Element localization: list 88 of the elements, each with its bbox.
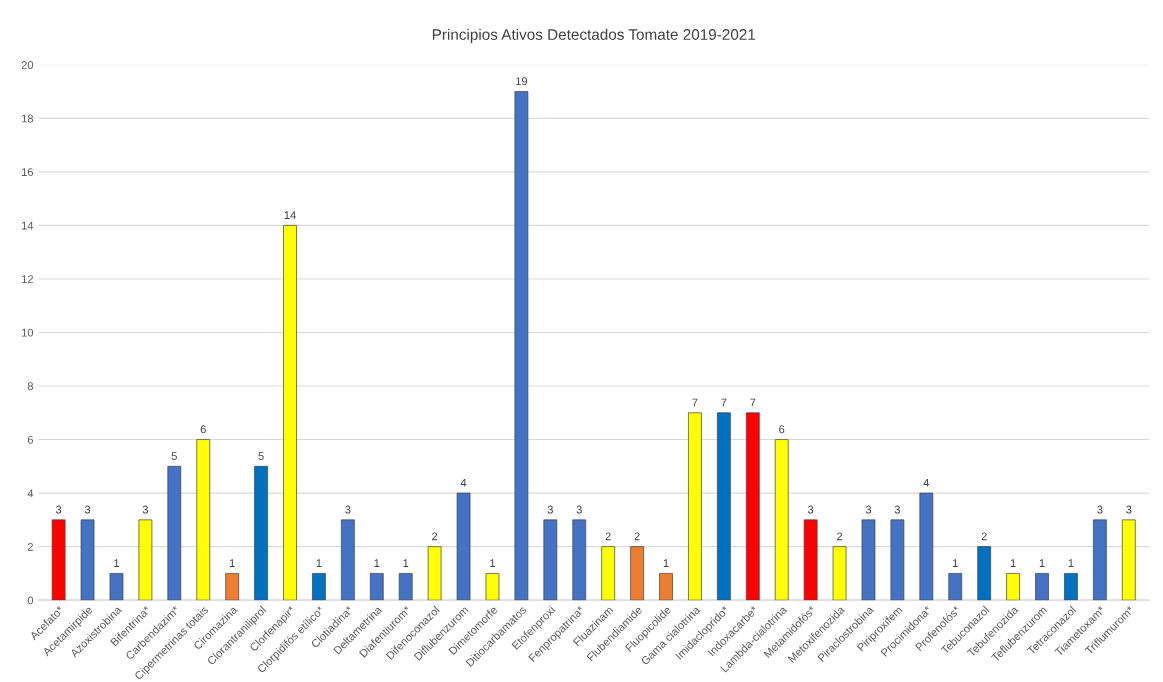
data-label: 7 xyxy=(692,398,698,407)
bar xyxy=(225,573,240,601)
bar xyxy=(630,546,644,601)
y-tick-label: 6 xyxy=(27,435,34,444)
bar xyxy=(312,573,326,601)
data-label: 1 xyxy=(316,559,322,567)
bar xyxy=(745,412,760,601)
bar xyxy=(398,573,413,601)
bar xyxy=(196,439,211,601)
bar xyxy=(919,492,934,601)
bar xyxy=(803,519,818,601)
data-label: 2 xyxy=(634,532,640,541)
data-label: 3 xyxy=(547,505,553,514)
y-tick-label: 12 xyxy=(22,275,33,283)
bar xyxy=(1093,519,1107,601)
bar xyxy=(254,465,268,601)
data-label: 2 xyxy=(981,532,987,541)
data-label: 6 xyxy=(200,425,206,434)
bar xyxy=(456,492,471,601)
data-label: 2 xyxy=(605,532,611,541)
bar xyxy=(427,546,442,601)
y-tick-label: 8 xyxy=(27,382,34,391)
data-label: 1 xyxy=(403,559,409,567)
data-label: 3 xyxy=(84,505,91,514)
data-label: 1 xyxy=(953,559,958,567)
bar xyxy=(485,573,500,601)
bar xyxy=(832,546,847,601)
y-tick-label: 4 xyxy=(27,489,34,498)
bar xyxy=(80,519,95,601)
bar xyxy=(717,412,731,601)
data-label: 19 xyxy=(516,77,528,86)
bar xyxy=(948,573,963,601)
y-tick-label: 18 xyxy=(22,114,34,123)
data-label: 4 xyxy=(460,478,467,487)
bar xyxy=(283,225,297,601)
bar xyxy=(890,519,905,601)
data-label: 1 xyxy=(490,559,496,567)
bar xyxy=(861,519,876,601)
y-tick-label: 2 xyxy=(27,542,33,551)
data-label: 1 xyxy=(1039,559,1045,567)
bar xyxy=(1035,573,1049,601)
data-label: 2 xyxy=(837,532,843,541)
data-label: 7 xyxy=(721,398,727,407)
data-label: 3 xyxy=(142,505,148,514)
data-label: 4 xyxy=(923,478,930,487)
bar xyxy=(167,465,182,601)
bar xyxy=(51,519,66,601)
data-label: 14 xyxy=(284,211,296,219)
bar xyxy=(138,519,153,601)
data-label: 3 xyxy=(55,505,62,514)
data-label: 7 xyxy=(750,398,756,407)
data-label: 1 xyxy=(229,559,235,567)
data-label: 3 xyxy=(1126,505,1132,514)
data-label: 2 xyxy=(432,532,438,541)
bar xyxy=(977,546,992,601)
bar xyxy=(601,546,616,601)
bar xyxy=(572,519,587,601)
data-label: 1 xyxy=(374,559,380,567)
data-label: 3 xyxy=(1097,505,1103,514)
bar xyxy=(659,573,673,601)
bar xyxy=(774,439,789,601)
y-tick-label: 14 xyxy=(22,221,34,230)
bar xyxy=(1121,519,1136,601)
bar xyxy=(369,573,384,601)
data-label: 6 xyxy=(779,425,785,434)
y-tick-label: 16 xyxy=(22,168,34,176)
bar xyxy=(1006,573,1020,601)
y-tick-label: 20 xyxy=(21,61,34,69)
data-label: 1 xyxy=(1010,559,1016,567)
bar xyxy=(543,519,558,601)
data-label: 1 xyxy=(1068,559,1074,567)
data-label: 1 xyxy=(114,559,120,567)
data-label: 3 xyxy=(865,505,872,514)
data-label: 5 xyxy=(258,452,264,460)
chart-title: Principios Ativos Detectados Tomate 2019-2021 xyxy=(432,28,756,43)
bar xyxy=(688,412,702,601)
bar xyxy=(341,519,355,601)
y-tick-label: 10 xyxy=(22,328,34,337)
bar xyxy=(1064,573,1078,601)
data-label: 3 xyxy=(576,505,582,514)
data-label: 3 xyxy=(345,505,351,514)
data-label: 1 xyxy=(663,559,669,567)
bar xyxy=(514,91,529,601)
data-label: 3 xyxy=(894,505,901,514)
data-label: 5 xyxy=(171,452,177,460)
y-tick-label: 0 xyxy=(27,596,34,605)
data-label: 3 xyxy=(807,505,814,514)
bar xyxy=(109,573,124,601)
